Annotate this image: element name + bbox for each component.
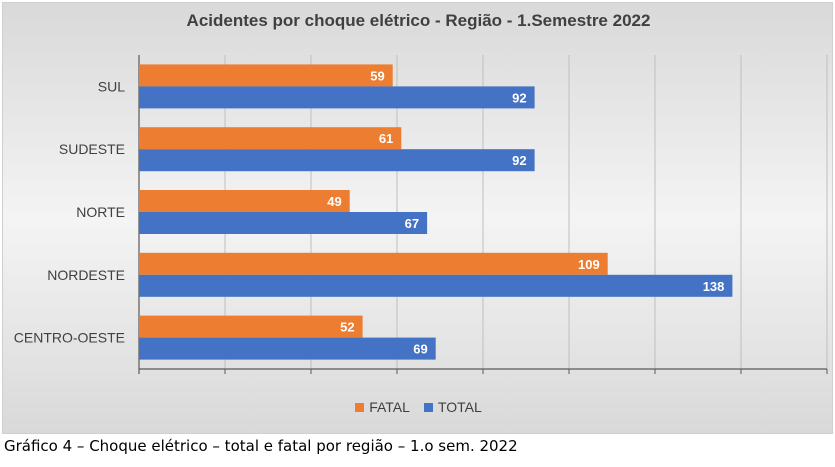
legend-item: TOTAL (423, 399, 482, 415)
category-label: SUL (98, 78, 125, 94)
category-label: SUDESTE (59, 141, 125, 157)
data-label: 59 (370, 68, 384, 83)
data-label: 69 (413, 342, 427, 357)
bar-fatal (139, 190, 350, 212)
bar-total (139, 86, 535, 109)
data-label: 92 (512, 90, 526, 105)
bar-total (139, 337, 436, 360)
bar-chart-plot: SUL 59 92 SUDESTE 61 92 NORTE 49 67 NORDESTE 109 13… (14, 55, 828, 374)
legend-label: FATAL (369, 399, 410, 415)
legend-item: FATAL (355, 399, 410, 415)
bar-fatal (139, 64, 393, 87)
bar-fatal (139, 127, 402, 150)
chart-area: Acidentes por choque elétrico - Região -… (2, 2, 833, 434)
category-label: NORTE (76, 204, 125, 220)
category-label: CENTRO-OESTE (14, 330, 125, 346)
data-label: 52 (340, 320, 354, 335)
legend-label: TOTAL (437, 399, 482, 415)
legend-swatch (423, 402, 433, 412)
data-label: 49 (327, 194, 341, 209)
category-label: NORDESTE (47, 267, 125, 283)
figure-caption: Gráfico 4 – Choque elétrico – total e fa… (4, 437, 518, 455)
data-label: 138 (703, 279, 725, 294)
data-label: 92 (512, 153, 526, 168)
legend-swatch (355, 402, 365, 412)
chart-title: Acidentes por choque elétrico - Região -… (186, 11, 651, 30)
bar-fatal (139, 315, 363, 338)
data-label: 61 (379, 131, 393, 146)
data-label: 109 (578, 257, 600, 272)
legend: FATAL TOTAL (3, 399, 834, 415)
bar-total (139, 149, 535, 172)
data-label: 67 (405, 216, 419, 231)
bar-total (139, 212, 428, 234)
bar-total (139, 274, 733, 297)
bar-fatal (139, 252, 608, 275)
